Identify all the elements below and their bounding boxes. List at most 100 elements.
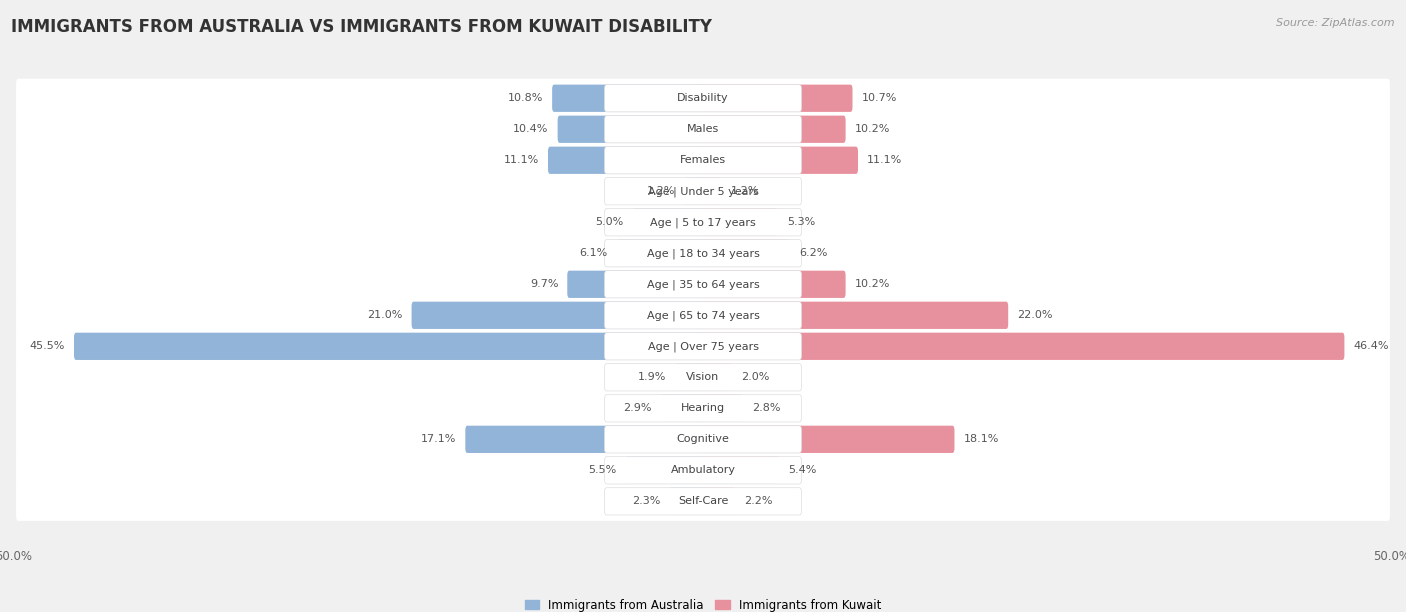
Text: 2.2%: 2.2%	[744, 496, 773, 506]
FancyBboxPatch shape	[605, 84, 801, 112]
Text: 18.1%: 18.1%	[963, 435, 998, 444]
Text: Age | 5 to 17 years: Age | 5 to 17 years	[650, 217, 756, 228]
FancyBboxPatch shape	[702, 116, 845, 143]
FancyBboxPatch shape	[702, 302, 1008, 329]
FancyBboxPatch shape	[15, 451, 1391, 490]
FancyBboxPatch shape	[605, 302, 801, 329]
FancyBboxPatch shape	[15, 110, 1391, 149]
Text: 10.8%: 10.8%	[508, 93, 543, 103]
Text: 2.8%: 2.8%	[752, 403, 782, 413]
Text: 5.4%: 5.4%	[789, 465, 817, 476]
FancyBboxPatch shape	[567, 271, 704, 298]
Text: Age | 18 to 34 years: Age | 18 to 34 years	[647, 248, 759, 258]
FancyBboxPatch shape	[605, 364, 801, 391]
Text: 10.4%: 10.4%	[513, 124, 548, 134]
FancyBboxPatch shape	[605, 333, 801, 360]
Text: 1.2%: 1.2%	[647, 186, 675, 196]
FancyBboxPatch shape	[685, 177, 704, 205]
Text: 22.0%: 22.0%	[1017, 310, 1053, 320]
Text: 5.5%: 5.5%	[588, 465, 616, 476]
FancyBboxPatch shape	[702, 84, 852, 112]
FancyBboxPatch shape	[553, 84, 704, 112]
Text: 10.7%: 10.7%	[862, 93, 897, 103]
FancyBboxPatch shape	[15, 296, 1391, 335]
Text: Source: ZipAtlas.com: Source: ZipAtlas.com	[1277, 18, 1395, 28]
FancyBboxPatch shape	[75, 333, 704, 360]
FancyBboxPatch shape	[661, 395, 704, 422]
FancyBboxPatch shape	[548, 147, 704, 174]
Text: 2.9%: 2.9%	[623, 403, 652, 413]
FancyBboxPatch shape	[702, 488, 735, 515]
FancyBboxPatch shape	[633, 209, 704, 236]
FancyBboxPatch shape	[465, 426, 704, 453]
FancyBboxPatch shape	[702, 209, 778, 236]
FancyBboxPatch shape	[702, 271, 845, 298]
Text: Cognitive: Cognitive	[676, 435, 730, 444]
FancyBboxPatch shape	[605, 426, 801, 453]
FancyBboxPatch shape	[15, 420, 1391, 459]
FancyBboxPatch shape	[15, 265, 1391, 304]
FancyBboxPatch shape	[605, 488, 801, 515]
FancyBboxPatch shape	[15, 482, 1391, 521]
FancyBboxPatch shape	[15, 234, 1391, 273]
FancyBboxPatch shape	[702, 333, 1344, 360]
Text: Ambulatory: Ambulatory	[671, 465, 735, 476]
Text: 6.2%: 6.2%	[800, 248, 828, 258]
Text: IMMIGRANTS FROM AUSTRALIA VS IMMIGRANTS FROM KUWAIT DISABILITY: IMMIGRANTS FROM AUSTRALIA VS IMMIGRANTS …	[11, 18, 713, 36]
FancyBboxPatch shape	[15, 141, 1391, 180]
FancyBboxPatch shape	[702, 364, 733, 391]
Text: 6.1%: 6.1%	[579, 248, 607, 258]
FancyBboxPatch shape	[702, 147, 858, 174]
FancyBboxPatch shape	[702, 240, 790, 267]
Legend: Immigrants from Australia, Immigrants from Kuwait: Immigrants from Australia, Immigrants fr…	[520, 594, 886, 612]
Text: 10.2%: 10.2%	[855, 279, 890, 289]
FancyBboxPatch shape	[626, 457, 704, 484]
Text: Self-Care: Self-Care	[678, 496, 728, 506]
Text: Disability: Disability	[678, 93, 728, 103]
FancyBboxPatch shape	[558, 116, 704, 143]
FancyBboxPatch shape	[605, 395, 801, 422]
Text: Age | 65 to 74 years: Age | 65 to 74 years	[647, 310, 759, 321]
FancyBboxPatch shape	[702, 426, 955, 453]
FancyBboxPatch shape	[702, 395, 744, 422]
FancyBboxPatch shape	[605, 457, 801, 484]
Text: 5.0%: 5.0%	[595, 217, 623, 227]
FancyBboxPatch shape	[702, 177, 721, 205]
Text: 46.4%: 46.4%	[1354, 341, 1389, 351]
FancyBboxPatch shape	[617, 240, 704, 267]
Text: 9.7%: 9.7%	[530, 279, 558, 289]
FancyBboxPatch shape	[605, 116, 801, 143]
FancyBboxPatch shape	[605, 147, 801, 174]
Text: 10.2%: 10.2%	[855, 124, 890, 134]
FancyBboxPatch shape	[605, 271, 801, 298]
Text: 11.1%: 11.1%	[868, 155, 903, 165]
FancyBboxPatch shape	[605, 177, 801, 205]
FancyBboxPatch shape	[669, 488, 704, 515]
FancyBboxPatch shape	[15, 172, 1391, 211]
Text: Vision: Vision	[686, 372, 720, 382]
Text: 21.0%: 21.0%	[367, 310, 402, 320]
FancyBboxPatch shape	[15, 358, 1391, 397]
FancyBboxPatch shape	[15, 203, 1391, 242]
Text: 2.3%: 2.3%	[631, 496, 661, 506]
FancyBboxPatch shape	[605, 240, 801, 267]
Text: Age | 35 to 64 years: Age | 35 to 64 years	[647, 279, 759, 289]
FancyBboxPatch shape	[15, 327, 1391, 366]
FancyBboxPatch shape	[15, 79, 1391, 118]
Text: 2.0%: 2.0%	[741, 372, 770, 382]
Text: Age | Over 75 years: Age | Over 75 years	[648, 341, 758, 351]
FancyBboxPatch shape	[605, 209, 801, 236]
FancyBboxPatch shape	[675, 364, 704, 391]
Text: 11.1%: 11.1%	[503, 155, 538, 165]
Text: Hearing: Hearing	[681, 403, 725, 413]
FancyBboxPatch shape	[15, 389, 1391, 428]
FancyBboxPatch shape	[702, 457, 779, 484]
FancyBboxPatch shape	[412, 302, 704, 329]
Text: 17.1%: 17.1%	[420, 435, 457, 444]
Text: 45.5%: 45.5%	[30, 341, 65, 351]
Text: 5.3%: 5.3%	[787, 217, 815, 227]
Text: Age | Under 5 years: Age | Under 5 years	[648, 186, 758, 196]
Text: Females: Females	[681, 155, 725, 165]
Text: 1.2%: 1.2%	[731, 186, 759, 196]
Text: 1.9%: 1.9%	[637, 372, 666, 382]
